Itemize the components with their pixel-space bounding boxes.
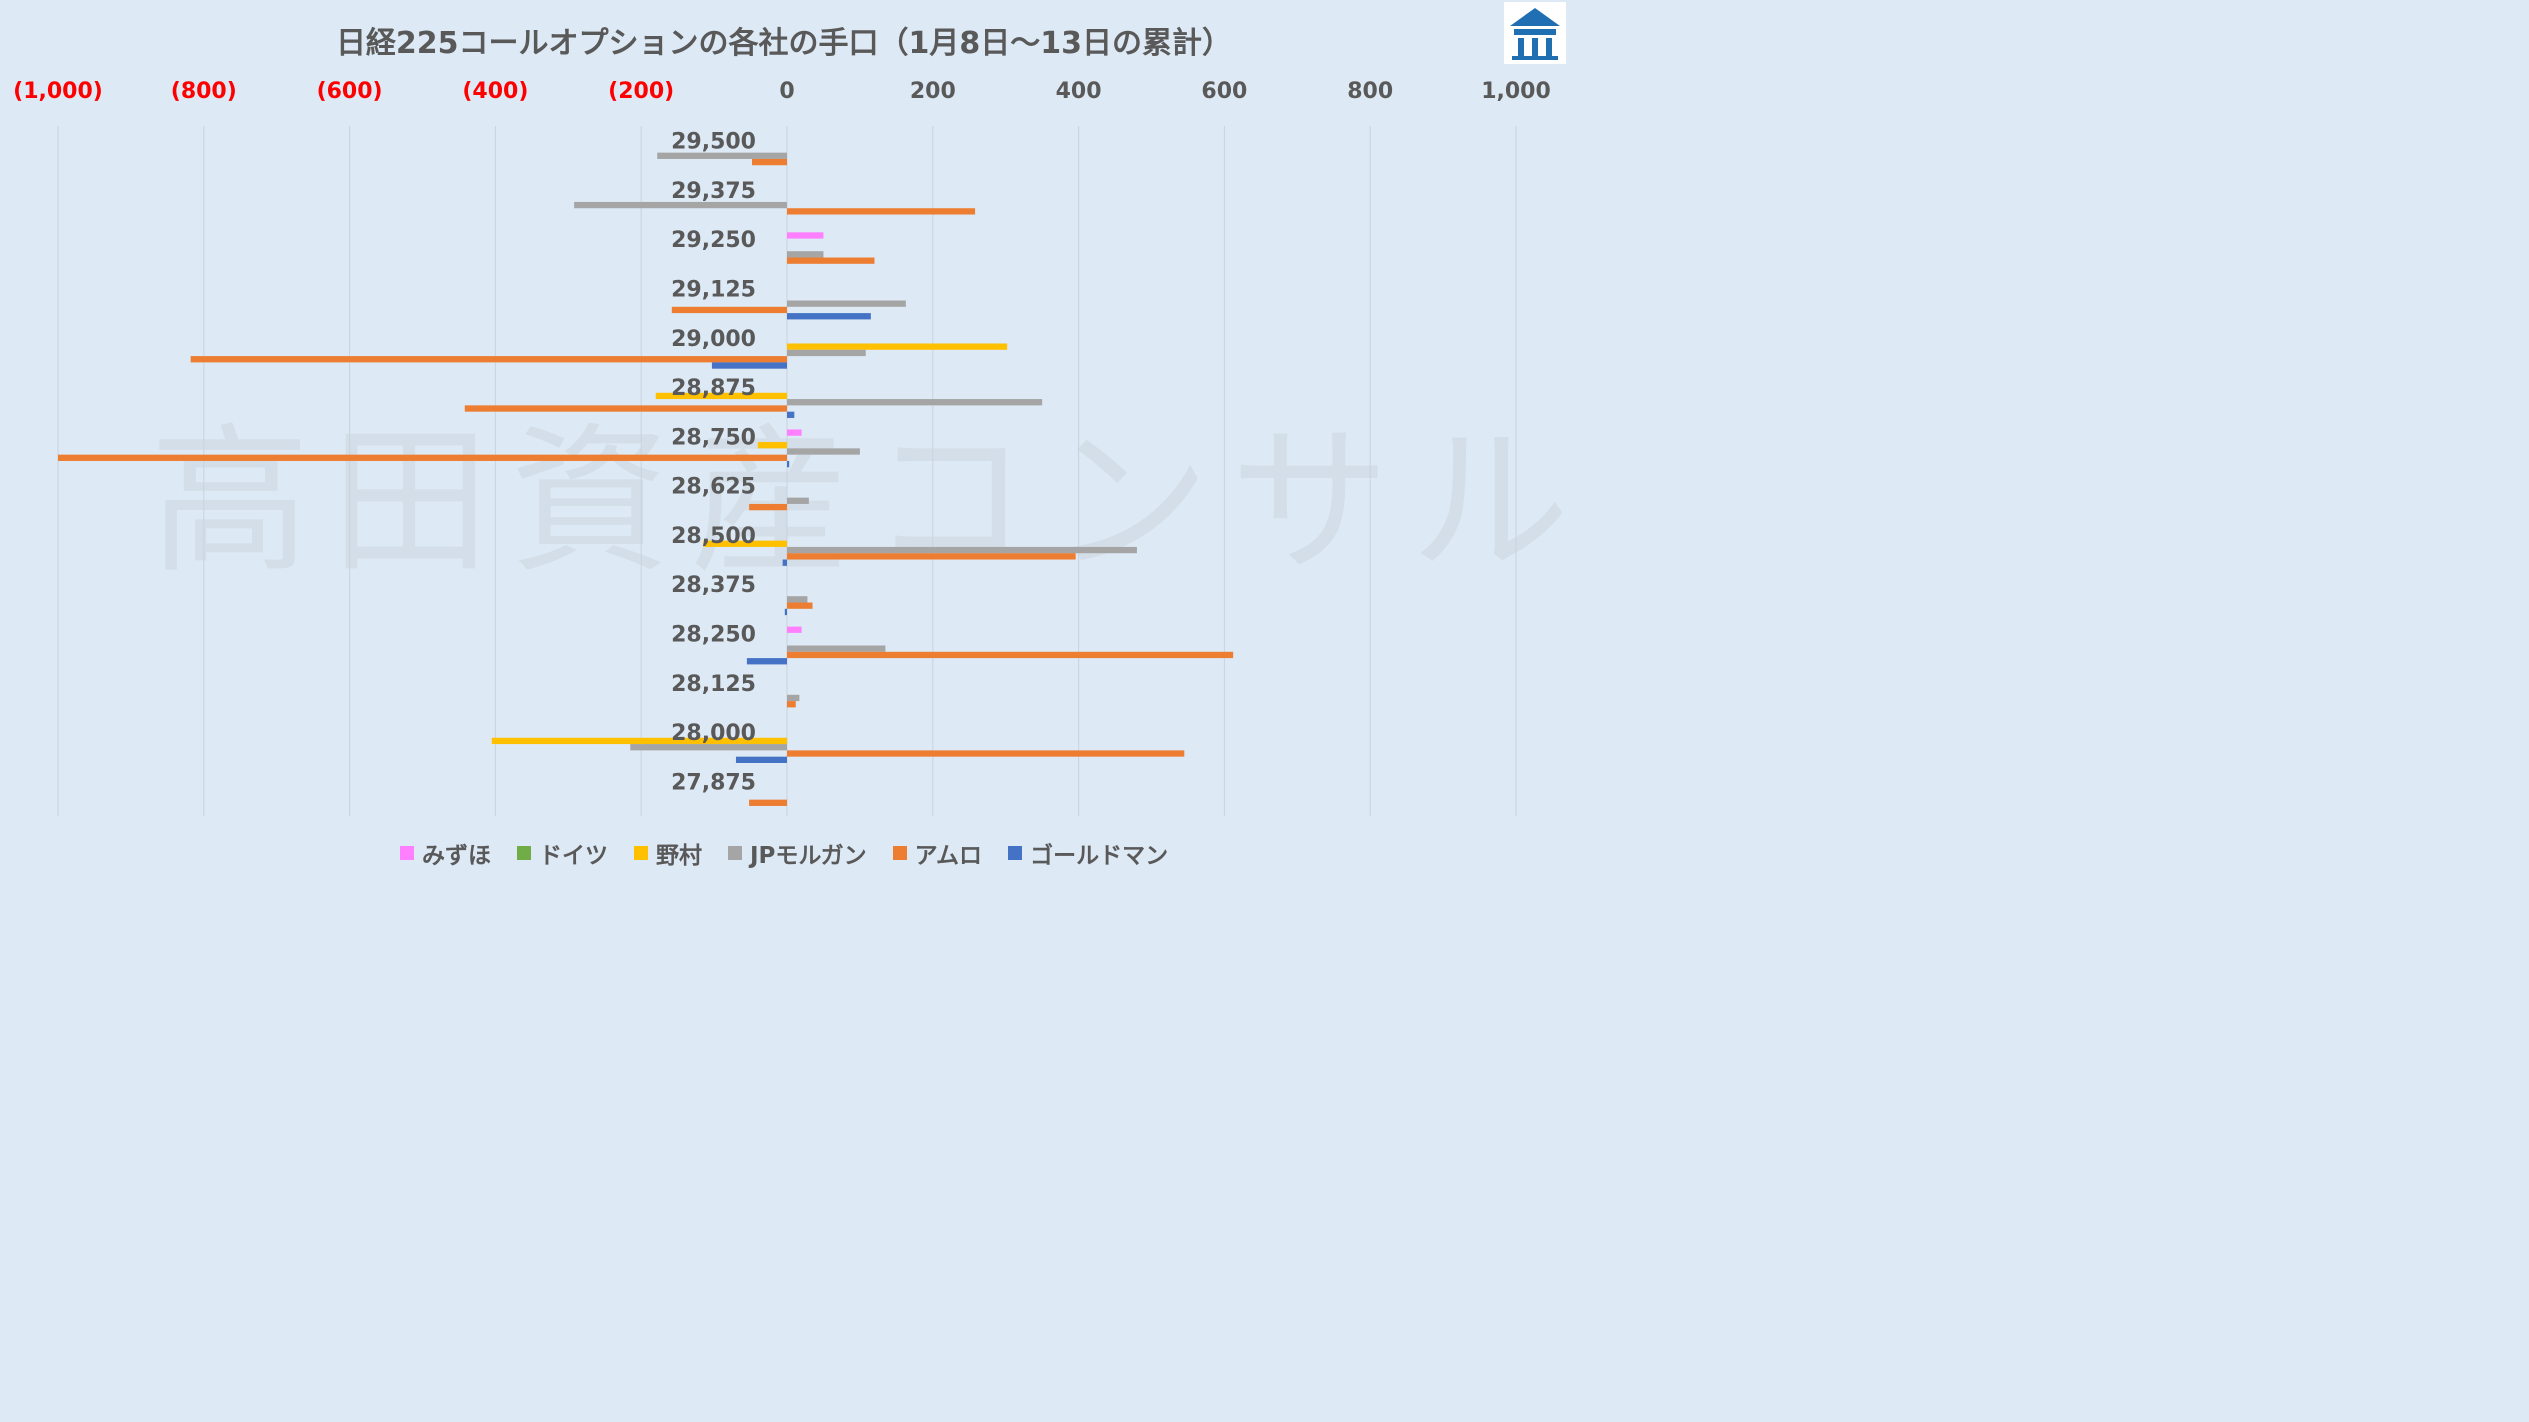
legend-swatch [727,846,742,860]
category-label: 28,375 [671,573,756,598]
bar [752,158,787,166]
category-label: 28,125 [671,672,756,697]
bar [749,503,787,511]
bar [464,405,787,412]
bar [787,645,886,652]
bar [746,658,787,665]
legend-label: みずほ [421,843,491,869]
bar [787,300,906,307]
category-label: 27,875 [671,770,756,795]
x-tick-label: 1,000 [1481,79,1551,104]
x-tick-label: (400) [462,79,528,104]
bar [190,356,788,363]
chart-title: 日経225コールオプションの各社の手口（1月8日～13日の累計） [335,26,1233,61]
bar [703,540,787,547]
x-tick-label: 200 [910,79,956,104]
bar [787,232,824,239]
bar [787,694,800,702]
bar [782,559,787,566]
legend-item: みずほ [399,836,491,870]
bar [787,750,1185,757]
category-label: 28,875 [671,376,756,401]
bar [787,701,796,708]
bar [671,306,787,314]
legend-item: JPモルガン [727,836,867,870]
category-label: 29,500 [671,130,756,155]
bar [787,411,795,418]
bar [784,608,787,616]
bar [787,429,802,436]
legend: みずほ ドイツ 野村 JPモルガン アムロ ゴールドマン [0,836,1568,870]
legend-swatch [516,846,531,860]
legend-swatch [892,846,907,860]
bar [787,448,860,455]
legend-label: 野村 [655,843,702,869]
bar [757,442,787,449]
category-label: 28,625 [671,475,756,500]
category-label: 28,000 [671,721,756,746]
legend-item: アムロ [892,836,983,870]
x-tick-label: (1,000) [13,79,103,104]
category-label: 28,750 [671,425,756,450]
bar [787,497,809,504]
bar [735,756,787,763]
legend-item: ゴールドマン [1008,836,1168,870]
bar [787,596,808,603]
bar [749,799,787,806]
legend-item: 野村 [633,836,702,870]
bar [787,546,1137,554]
bar [655,392,787,400]
x-tick-label: 800 [1347,79,1393,104]
legend-item: ドイツ [516,836,608,870]
bar-chart: (1,000) (800) (600) (400) (200) 0 200 400 600 800… [13,79,1551,816]
bar [787,313,871,320]
bar [787,460,790,468]
legend-swatch [399,846,414,860]
logo-icon [1504,2,1566,64]
x-tick-label: (800) [171,79,237,104]
legend-label: ドイツ [538,843,608,869]
bar [787,251,824,258]
category-label: 29,375 [671,179,756,204]
bar [58,454,787,461]
x-tick-label: 0 [779,79,794,104]
bar [787,208,976,215]
category-label: 29,250 [671,228,756,253]
legend-swatch [633,846,648,860]
x-tick-label: (200) [608,79,674,104]
legend-label: ゴールドマン [1030,843,1169,869]
bar [574,201,787,209]
x-tick-label: 600 [1201,79,1247,104]
bar [657,152,787,159]
bar [711,362,787,369]
legend-label: JPモルガン [749,843,867,869]
bar [787,399,1043,406]
bar [787,257,875,264]
category-label: 28,250 [671,623,756,648]
category-label: 29,125 [671,278,756,303]
bar [787,602,813,609]
legend-swatch [1008,846,1023,860]
x-tick-label: 400 [1056,79,1102,104]
bar [630,744,787,751]
bar [787,343,1008,350]
bar [787,626,802,633]
category-label: 28,500 [671,524,756,549]
category-label: 29,000 [671,327,756,352]
bar [787,651,1234,659]
x-tick-label: (600) [317,79,383,104]
bar [787,553,1076,560]
bar [787,349,866,357]
bar [491,737,787,745]
legend-label: アムロ [914,843,983,869]
